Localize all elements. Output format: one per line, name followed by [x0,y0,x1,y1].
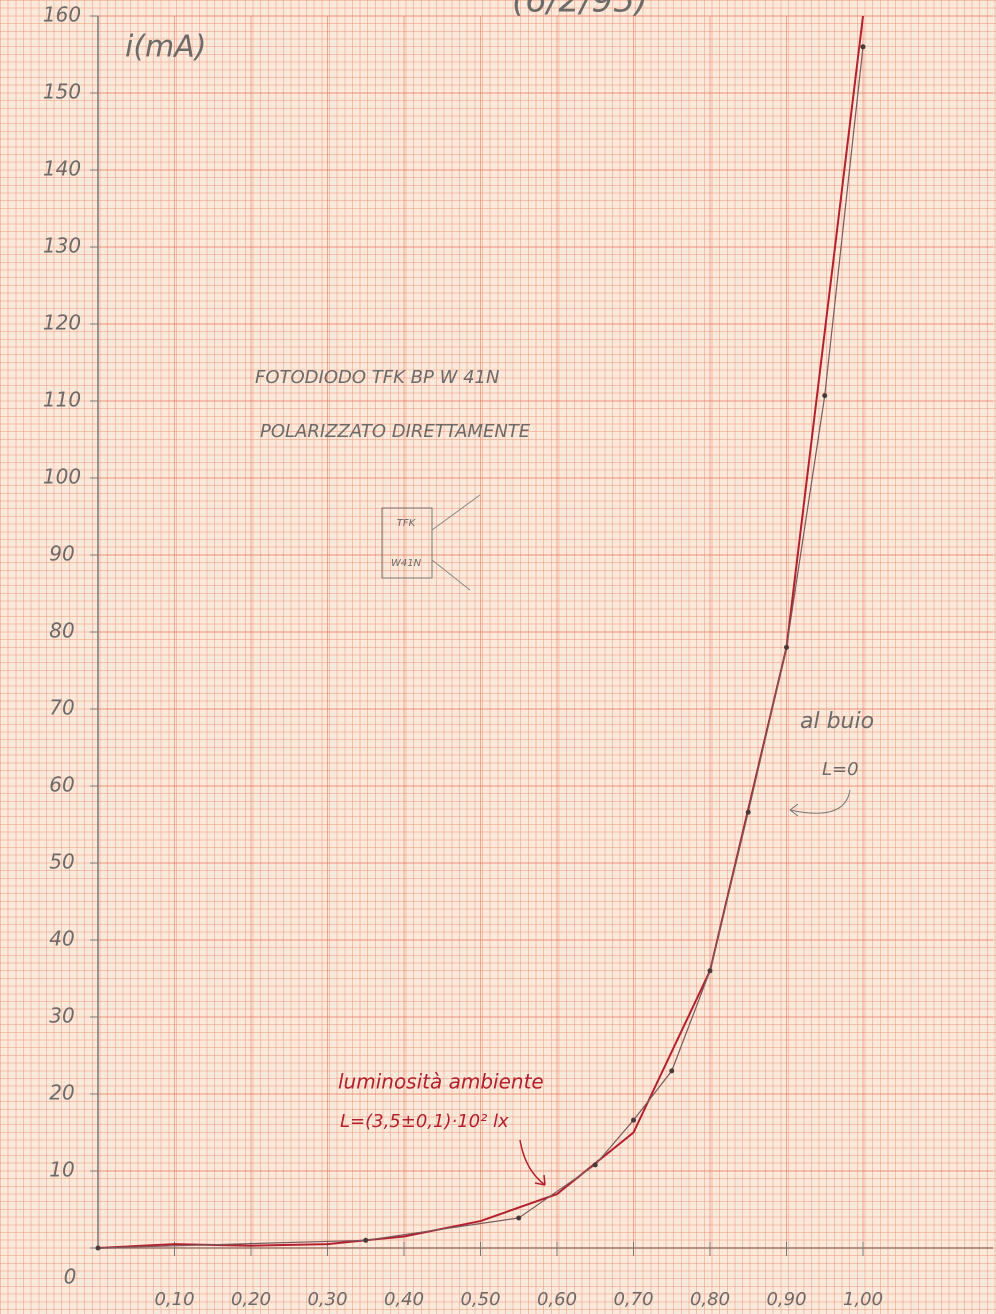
annotation: FOTODIODO TFK BP W 41N [255,367,499,388]
annotation: luminosità ambiente [338,1070,544,1094]
y-tick-label: 150 [43,80,81,104]
x-tick-label: 0,50 [460,1289,500,1310]
x-tick-label: 0,20 [231,1289,271,1310]
y-tick-label: 0 [64,1265,77,1289]
x-tick-label: 0,80 [690,1289,730,1310]
x-tick-label: 0,10 [154,1289,194,1310]
y-tick-label: 60 [49,773,74,797]
diode-sketch [381,507,433,579]
arrow-dark [789,789,851,817]
y-tick-label: 80 [49,619,74,643]
data-point [745,809,751,815]
data-point [95,1245,101,1251]
diode-leads [431,494,481,591]
data-point [363,1237,369,1243]
data-point [516,1215,522,1221]
y-tick-label: 30 [49,1004,74,1028]
y-tick-label: 70 [49,696,74,720]
data-point [592,1162,598,1168]
data-point [631,1117,636,1123]
y-tick-label: 100 [43,465,81,489]
y-tick-label: 50 [49,850,74,874]
annotation: W41N [391,558,422,569]
data-point [784,644,789,650]
y-tick-label: 10 [49,1158,74,1182]
y-tick-label: 120 [43,311,81,335]
y-tick-label: 140 [43,157,81,181]
arrow-ambient [519,1139,546,1186]
x-tick-label: 0,70 [613,1289,653,1310]
data-point [707,968,713,974]
annotation: L=0 [822,759,859,780]
y-tick-label: 110 [43,388,81,412]
x-tick-label: 0,30 [307,1289,347,1310]
y-axis-label: i(mA) [125,30,207,65]
x-tick-label: 0,90 [766,1289,806,1310]
title: (6/2/95) [512,0,648,21]
annotation: L=(3,5±0,1)·10² lx [340,1111,509,1132]
data-point [860,44,866,50]
x-tick-label: 0,60 [537,1289,577,1310]
data-point [669,1068,675,1074]
y-tick-label: 20 [49,1081,74,1105]
annotation: POLARIZZATO DIRETTAMENTE [260,421,531,442]
y-tick-label: 130 [43,234,81,258]
x-tick-label: 0,40 [384,1289,424,1310]
x-tick-label: 1,00 [843,1289,883,1310]
y-tick-label: 90 [49,542,74,566]
y-tick-label: 160 [43,3,81,27]
data-point [822,393,828,399]
annotation: al buio [800,709,874,734]
annotation: TFK [397,518,417,529]
y-tick-label: 40 [49,927,74,951]
